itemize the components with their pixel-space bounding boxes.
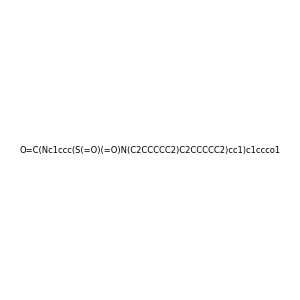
Text: O=C(Nc1ccc(S(=O)(=O)N(C2CCCCC2)C2CCCCC2)cc1)c1ccco1: O=C(Nc1ccc(S(=O)(=O)N(C2CCCCC2)C2CCCCC2)…: [20, 146, 281, 154]
